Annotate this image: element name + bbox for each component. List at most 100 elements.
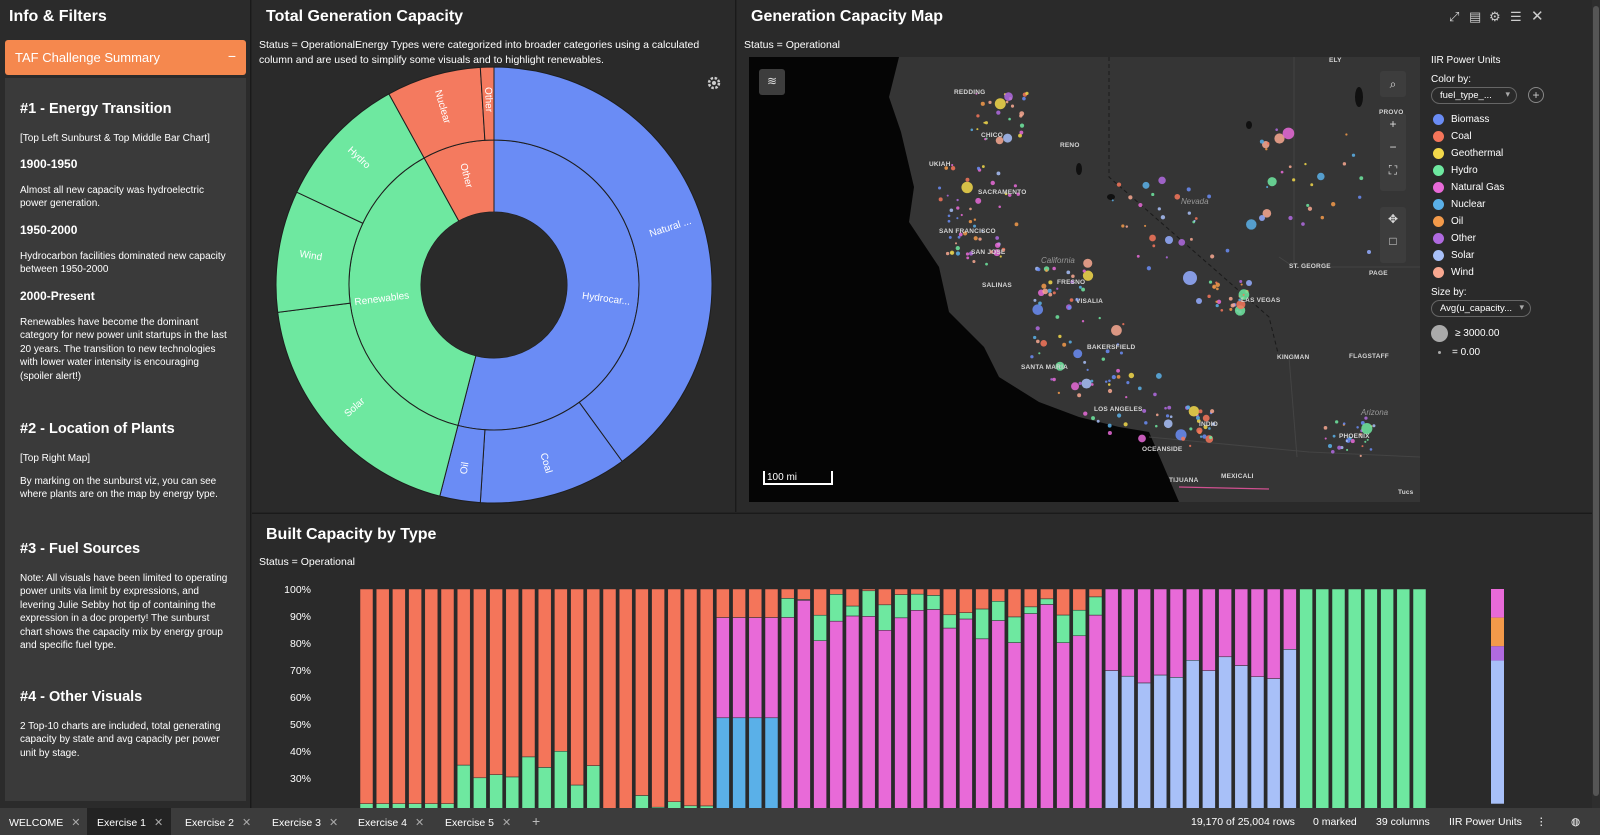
map-plant-marker[interactable] [973, 224, 977, 228]
map-plant-marker[interactable] [1058, 334, 1062, 339]
map-plant-marker[interactable] [1280, 170, 1284, 174]
map-plant-marker[interactable] [1187, 211, 1191, 215]
map-plant-marker[interactable] [1186, 187, 1191, 192]
close-tab-icon[interactable]: ✕ [71, 817, 81, 829]
map-plant-marker[interactable] [1292, 178, 1296, 182]
map-plant-marker[interactable] [954, 242, 958, 245]
map-plant-marker[interactable] [1019, 130, 1024, 135]
map-plant-marker[interactable] [969, 207, 972, 211]
bar-segment[interactable] [1007, 588, 1022, 618]
map-plant-marker[interactable] [1266, 142, 1270, 145]
map-plant-marker[interactable] [947, 214, 951, 218]
map-plant-marker[interactable] [955, 251, 961, 256]
map-plant-marker[interactable] [1004, 192, 1008, 196]
page-tab[interactable]: Exercise 4 ✕ [358, 808, 424, 835]
map-plant-marker[interactable] [1215, 303, 1219, 308]
map-plant-marker[interactable] [1090, 379, 1094, 383]
bar-segment[interactable] [570, 784, 584, 809]
bar-segment[interactable] [748, 588, 763, 618]
map-plant-marker[interactable] [960, 213, 963, 217]
map-plant-marker[interactable] [1086, 368, 1089, 371]
map-plant-marker[interactable] [946, 194, 949, 197]
sunburst-outer-segment[interactable] [493, 66, 713, 463]
bar-segment[interactable] [1491, 660, 1504, 804]
bar-segment[interactable] [1331, 588, 1346, 809]
map-plant-marker[interactable] [1152, 244, 1156, 248]
legend-item[interactable]: Hydro [1431, 162, 1581, 179]
map-plant-marker[interactable] [1160, 215, 1166, 220]
map-plant-marker[interactable] [957, 235, 961, 239]
map-plant-marker[interactable] [945, 251, 950, 256]
map-plant-marker[interactable] [968, 251, 974, 256]
map-plant-marker[interactable] [1212, 284, 1217, 289]
map-plant-marker[interactable] [1246, 280, 1252, 286]
map-plant-marker[interactable] [968, 219, 973, 224]
map-plant-marker[interactable] [1337, 445, 1342, 450]
map-plant-marker[interactable] [990, 180, 995, 186]
map-plant-marker[interactable] [1196, 419, 1201, 423]
bar-segment[interactable] [1491, 589, 1504, 618]
map-plant-marker[interactable] [1101, 357, 1106, 361]
bar-segment[interactable] [975, 608, 989, 640]
map-plant-marker[interactable] [1008, 117, 1011, 121]
map-plant-marker[interactable] [1107, 430, 1112, 436]
map-plant-marker[interactable] [1208, 427, 1211, 430]
map-plant-marker[interactable] [1246, 219, 1257, 230]
map-plant-marker[interactable] [1014, 222, 1019, 227]
map-plant-marker[interactable] [1359, 176, 1364, 181]
map-plant-marker[interactable] [1083, 411, 1088, 416]
map-plant-marker[interactable] [949, 208, 954, 213]
map-plant-marker[interactable] [999, 255, 1002, 258]
map-plant-marker[interactable] [1361, 445, 1364, 448]
bar-segment[interactable] [797, 588, 811, 600]
map-plant-marker[interactable] [1116, 182, 1122, 187]
map-plant-marker[interactable] [1107, 388, 1113, 394]
map-plant-marker[interactable] [989, 250, 994, 254]
bar-segment[interactable] [586, 765, 601, 809]
map-plant-marker[interactable] [1364, 440, 1367, 443]
bar-segment[interactable] [1315, 588, 1330, 809]
map-plant-marker[interactable] [1104, 380, 1108, 383]
bar-segment[interactable] [861, 588, 876, 592]
map-plant-marker[interactable] [1004, 92, 1013, 101]
bar-segment[interactable] [489, 588, 503, 775]
bar-segment[interactable] [1234, 588, 1249, 666]
bar-segment[interactable] [1056, 614, 1070, 643]
bar-segment[interactable] [926, 609, 941, 809]
map-plant-marker[interactable] [1165, 256, 1168, 259]
map-plant-marker[interactable] [1259, 215, 1265, 221]
legend-item[interactable]: Oil [1431, 213, 1581, 230]
bar-segment[interactable] [861, 616, 876, 809]
map-plant-marker[interactable] [1275, 128, 1278, 131]
map-plant-marker[interactable] [983, 121, 986, 124]
bar-segment[interactable] [959, 612, 973, 620]
rect-select-icon[interactable]: □ [1389, 234, 1397, 248]
map-plant-marker[interactable] [978, 237, 982, 241]
map-plant-marker[interactable] [1083, 360, 1087, 364]
bar-segment[interactable] [910, 593, 925, 611]
gear-icon[interactable]: ⚙ [1489, 9, 1501, 24]
map-plant-marker[interactable] [1199, 435, 1203, 438]
map-plant-marker[interactable] [1069, 298, 1074, 302]
map-plant-marker[interactable] [1090, 383, 1094, 386]
legend-item[interactable]: Solar [1431, 247, 1581, 264]
bar-segment[interactable] [813, 588, 827, 616]
map-plant-marker[interactable] [976, 166, 981, 170]
map-plant-marker[interactable] [1198, 409, 1203, 414]
fit-icon[interactable]: ⛶ [1388, 163, 1398, 177]
bar-segment[interactable] [1007, 642, 1022, 809]
layers-icon[interactable]: ≋ [759, 69, 785, 95]
page-tab[interactable]: Exercise 3 ✕ [272, 808, 338, 835]
map-plant-marker[interactable] [1195, 415, 1200, 420]
map-plant-marker[interactable] [1210, 254, 1215, 259]
bar-segment[interactable] [1088, 596, 1103, 616]
map-plant-marker[interactable] [981, 229, 984, 232]
bar-segment[interactable] [894, 594, 908, 619]
bar-segment[interactable] [813, 640, 827, 809]
map-plant-marker[interactable] [1301, 222, 1305, 226]
map-plant-marker[interactable] [1157, 207, 1161, 211]
map-plant-marker[interactable] [1116, 343, 1120, 346]
map-plant-marker[interactable] [1125, 225, 1129, 228]
bar-segment[interactable] [845, 605, 860, 617]
bar-segment[interactable] [959, 588, 973, 613]
